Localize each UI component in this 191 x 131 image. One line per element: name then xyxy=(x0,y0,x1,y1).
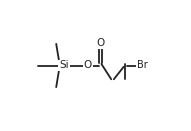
Text: Br: Br xyxy=(137,61,147,70)
Text: O: O xyxy=(83,61,92,70)
Text: O: O xyxy=(96,38,104,48)
Text: Si: Si xyxy=(59,61,69,70)
